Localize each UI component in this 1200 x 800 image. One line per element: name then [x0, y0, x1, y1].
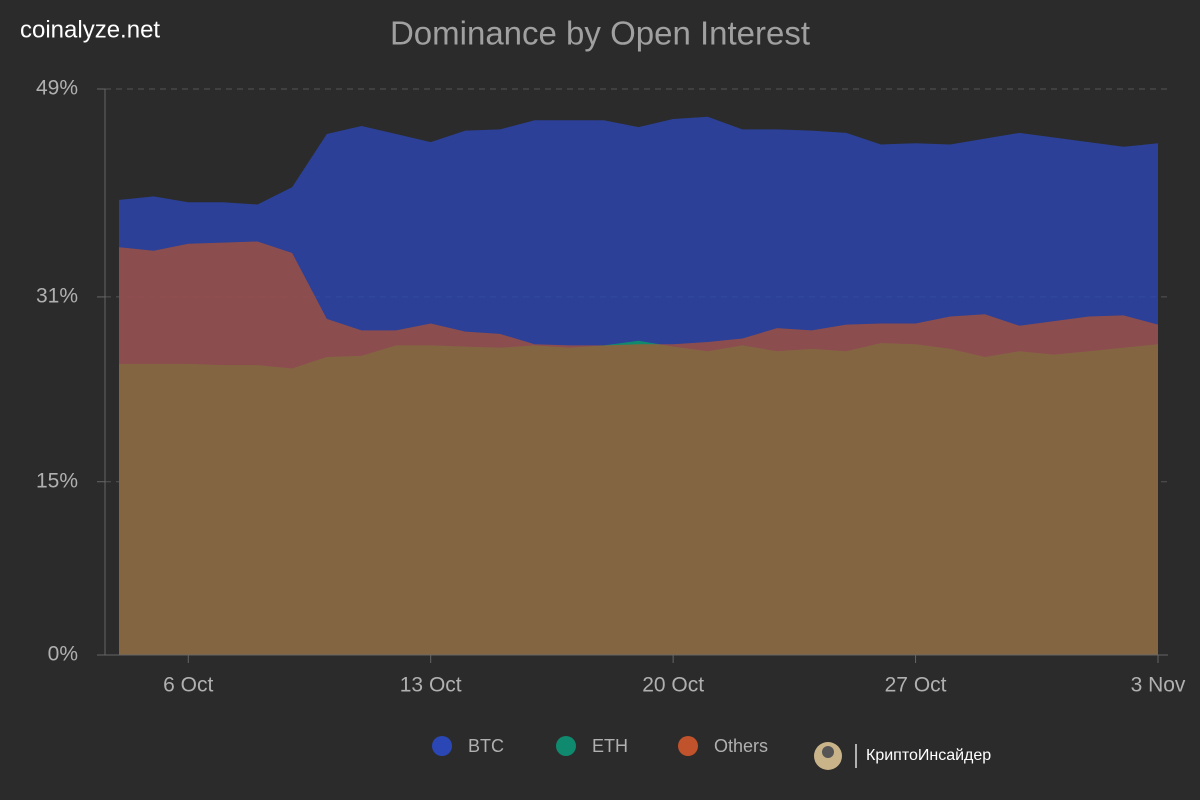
x-tick-label: 13 Oct	[400, 674, 462, 697]
y-tick-label: 0%	[48, 643, 78, 666]
legend-label: BTC	[468, 736, 504, 756]
credit-icon	[822, 746, 834, 758]
y-tick-label: 15%	[36, 469, 78, 492]
credit: КриптоИнсайдер	[814, 742, 991, 770]
x-tick-label: 20 Oct	[642, 674, 704, 697]
legend-label: ETH	[592, 736, 628, 756]
chart-title: Dominance by Open Interest	[390, 15, 810, 52]
area	[119, 241, 1158, 656]
credit-text: КриптоИнсайдер	[866, 747, 991, 764]
x-tick-label: 6 Oct	[163, 674, 213, 697]
legend: BTC ETH Others	[432, 736, 768, 756]
x-tick-label: 3 Nov	[1131, 674, 1186, 697]
watermark: coinalyze.net	[20, 16, 160, 43]
x-tick-label: 27 Oct	[885, 674, 947, 697]
legend-marker	[556, 736, 576, 756]
legend-marker	[678, 736, 698, 756]
legend-label: Others	[714, 736, 768, 756]
legend-marker	[432, 736, 452, 756]
y-tick-label: 49%	[36, 77, 78, 100]
plot-area: 0% 15% 31% 49% 6 Oct 13 Oct 20 Oct 27 Oct 3 Nov	[36, 77, 1186, 697]
y-tick-label: 31%	[36, 284, 78, 307]
